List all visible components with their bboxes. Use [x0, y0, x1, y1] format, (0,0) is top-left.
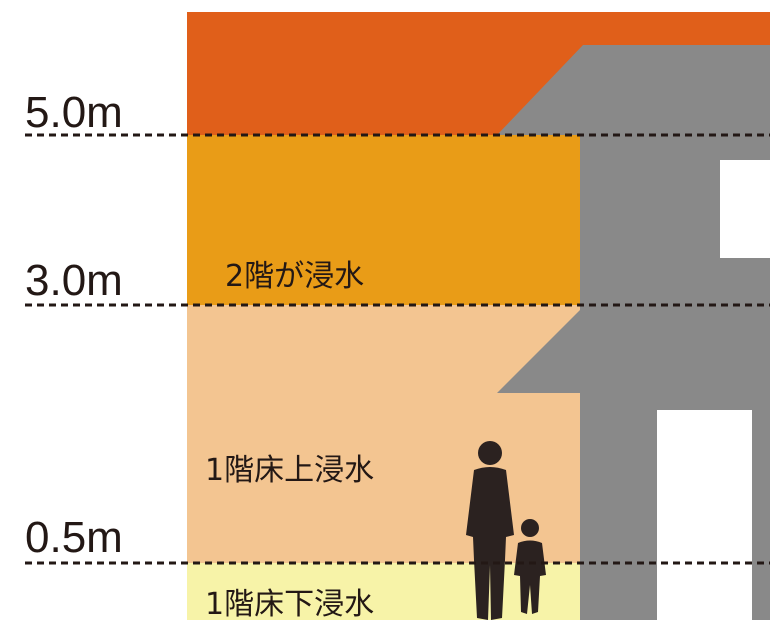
door [657, 410, 752, 620]
level-lines [25, 133, 770, 565]
zone-label: 1階床上浸水 [205, 453, 374, 488]
zone-label: 1階床下浸水 [205, 587, 374, 622]
level-label: 3.0m [25, 256, 123, 305]
window [720, 160, 770, 258]
zone-label: 2階が浸水 [225, 259, 364, 294]
people-silhouette [466, 441, 546, 620]
level-label: 0.5m [25, 513, 123, 562]
level-label: 5.0m [25, 88, 123, 137]
